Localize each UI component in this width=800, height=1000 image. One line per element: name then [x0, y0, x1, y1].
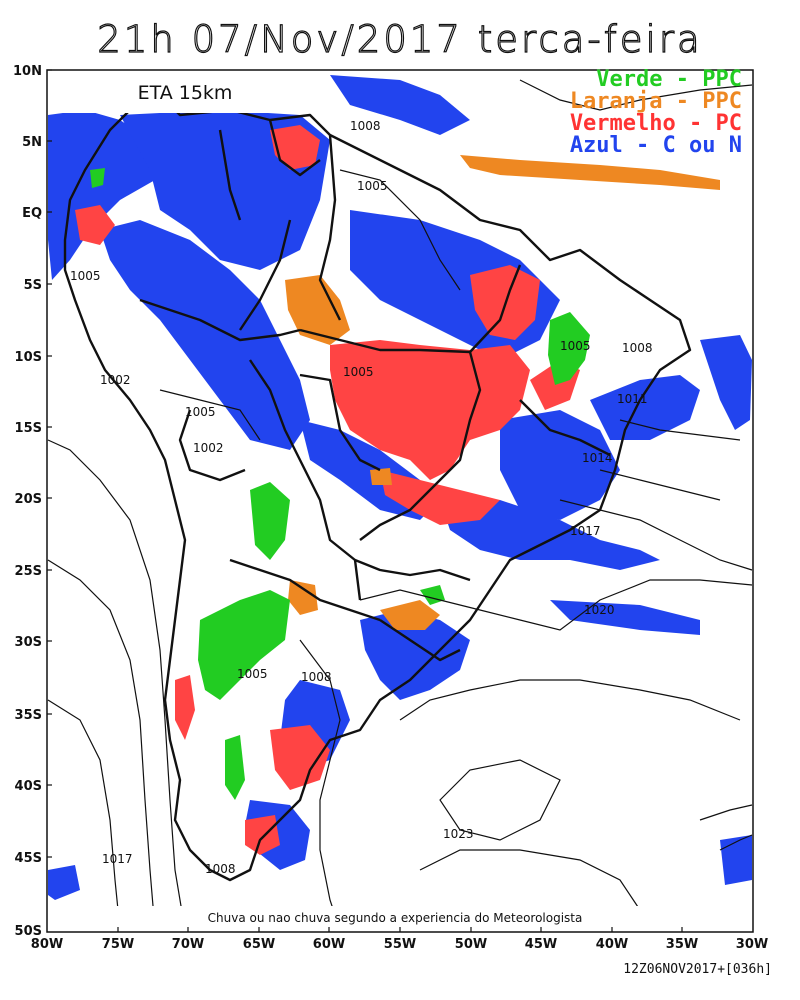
legend-orange: Laranja - PPC	[570, 89, 742, 114]
legend-blue: Azul - C ou N	[570, 133, 742, 158]
isobar-label: 1011	[617, 392, 648, 406]
isobar-label: 1008	[301, 670, 332, 684]
isobar-label: 1005	[185, 405, 216, 419]
lat-tick-label: 10S	[15, 350, 42, 365]
longitude-axis: 80W 75W 70W 65W 60W 55W 50W 45W 40W 35W …	[31, 937, 768, 952]
isobar-label: 1005	[343, 365, 374, 379]
lat-tick-label: 40S	[15, 779, 42, 794]
lon-tick-label: 65W	[243, 937, 275, 952]
isobar-labels: 1008 1005 1005 1005 1005 1002 1005 1008 …	[70, 119, 653, 876]
isobar-label: 1023	[443, 827, 474, 841]
precip-zone-red	[75, 125, 580, 855]
isobar-label: 1002	[193, 441, 224, 455]
lon-tick-label: 75W	[102, 937, 134, 952]
model-run-code: 12Z06NOV2017+[036h]	[623, 962, 772, 977]
lat-tick-label: 5S	[24, 278, 42, 293]
isobar-label: 1017	[570, 524, 601, 538]
country-borders	[63, 83, 692, 882]
lon-tick-label: 45W	[525, 937, 557, 952]
lon-tick-label: 80W	[31, 937, 63, 952]
lat-tick-label: 50S	[15, 924, 42, 939]
isobar-label: 1002	[100, 373, 131, 387]
isobar-label: 1005	[70, 269, 101, 283]
lon-tick-label: 35W	[666, 937, 698, 952]
lat-tick-label: 35S	[15, 708, 42, 723]
model-label: ETA 15km	[138, 82, 233, 104]
lon-tick-label: 30W	[736, 937, 768, 952]
isobar-label: 1020	[584, 603, 615, 617]
legend-green: Verde - PPC	[596, 67, 742, 92]
lat-tick-label: 25S	[15, 564, 42, 579]
lon-tick-label: 60W	[313, 937, 345, 952]
lat-tick-label: EQ	[22, 206, 42, 221]
precip-zone-orange	[285, 155, 720, 630]
isobar-label: 1008	[205, 862, 236, 876]
legend-red: Vermelho - PC	[570, 111, 742, 136]
isobar-label: 1014	[582, 451, 613, 465]
precip-zone-green	[90, 168, 590, 800]
map-title: 21h 07/Nov/2017 terca-feira	[97, 17, 703, 61]
lat-tick-label: 10N	[13, 64, 42, 79]
caption-box	[48, 906, 752, 931]
lon-tick-label: 55W	[384, 937, 416, 952]
lat-tick-label: 30S	[15, 635, 42, 650]
isobar-label: 1005	[237, 667, 268, 681]
lon-tick-label: 40W	[596, 937, 628, 952]
map-caption: Chuva ou nao chuva segundo a experiencia…	[208, 911, 583, 925]
isobar-label: 1008	[622, 341, 653, 355]
isobar-label: 1017	[102, 852, 133, 866]
isobar-label: 1005	[560, 339, 591, 353]
lon-tick-label: 70W	[172, 937, 204, 952]
lat-tick-label: 45S	[15, 851, 42, 866]
axis-ticks	[47, 69, 683, 932]
lat-tick-label: 5N	[22, 135, 42, 150]
legend: Verde - PPC Laranja - PPC Vermelho - PC …	[570, 67, 742, 158]
lat-tick-label: 15S	[15, 421, 42, 436]
lat-tick-label: 20S	[15, 492, 42, 507]
isobar-label: 1008	[350, 119, 381, 133]
latitude-axis: 10N 5N EQ 5S 10S 15S 20S 25S 30S 35S 40S…	[13, 64, 42, 939]
lon-tick-label: 50W	[455, 937, 487, 952]
isobar-label: 1005	[357, 179, 388, 193]
model-label-box	[48, 71, 328, 113]
